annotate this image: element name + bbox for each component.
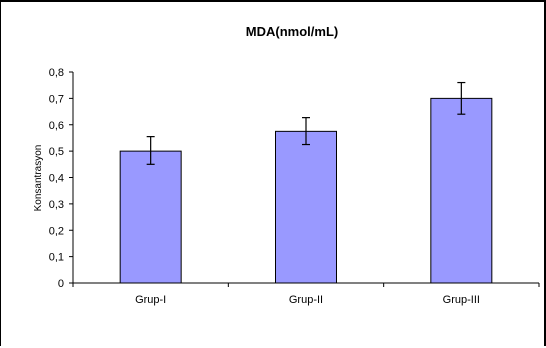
y-tick-label: 0,6 bbox=[49, 120, 64, 132]
x-tick-label: Grup-III bbox=[443, 294, 480, 306]
plot-area: 0 0,1 0,2 0,3 0,4 0,5 0,6 0,7 0,8 Grup-I Grup-II Gr… bbox=[49, 67, 540, 306]
chart-title: MDA(nmol/mL) bbox=[246, 24, 338, 39]
y-tick-label: 0,7 bbox=[49, 93, 64, 105]
y-tick-label: 0,2 bbox=[49, 225, 64, 237]
y-tick-label: 0 bbox=[58, 278, 64, 290]
y-tick-label: 0,5 bbox=[49, 146, 64, 158]
x-tick-label: Grup-I bbox=[135, 294, 166, 306]
y-tick-label: 0,8 bbox=[49, 67, 64, 79]
y-tick-label: 0,1 bbox=[49, 252, 64, 264]
y-tick-label: 0,4 bbox=[49, 173, 64, 185]
x-tick-label: Grup-II bbox=[289, 294, 323, 306]
bar-grup-iii bbox=[430, 97, 493, 284]
bar-grup-ii bbox=[275, 130, 337, 284]
y-axis-title: Konsantrasyon bbox=[33, 145, 44, 212]
bar-grup-i bbox=[119, 150, 182, 284]
y-tick-label: 0,3 bbox=[49, 199, 64, 211]
